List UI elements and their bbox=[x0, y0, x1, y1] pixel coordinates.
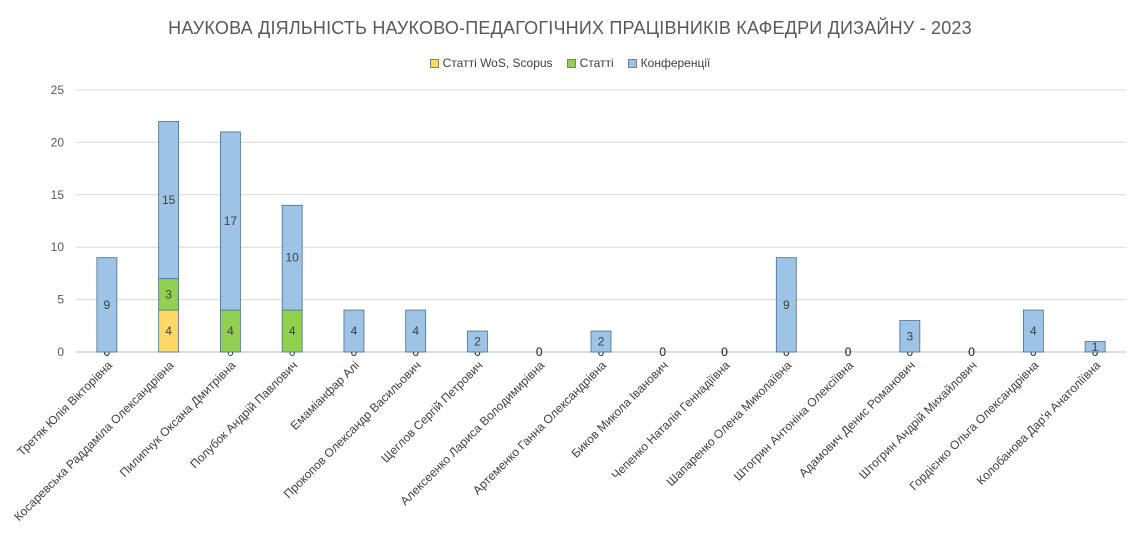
legend-swatch-wos-scopus bbox=[429, 58, 439, 68]
data-label: 0 bbox=[721, 345, 728, 359]
bar-segment bbox=[281, 204, 303, 311]
legend-item-conferences: Конференції bbox=[627, 56, 711, 70]
data-label: 4 bbox=[289, 324, 296, 338]
data-label: 0 bbox=[659, 345, 666, 359]
data-label: 4 bbox=[1030, 324, 1037, 338]
y-tick-label: 15 bbox=[51, 188, 65, 202]
data-label: 0 bbox=[721, 345, 728, 359]
legend-swatch-conferences bbox=[627, 58, 637, 68]
legend-label-wos-scopus: Статті WoS, Scopus bbox=[442, 56, 553, 70]
data-label: 1 bbox=[1092, 340, 1099, 354]
chart-title: НАУКОВА ДІЯЛЬНІСТЬ НАУКОВО-ПЕДАГОГІЧНИХ … bbox=[168, 18, 972, 38]
bar-segment bbox=[775, 257, 797, 353]
x-tick-label: Прокопов Олександр Васильович bbox=[281, 358, 424, 501]
data-label: 0 bbox=[968, 345, 975, 359]
data-label: 17 bbox=[224, 214, 238, 228]
x-tick-label: Колобанова Дар'я Анатоліївна bbox=[974, 358, 1104, 488]
data-label: 2 bbox=[474, 335, 481, 349]
data-label: 15 bbox=[162, 193, 176, 207]
legend-label-articles: Статті bbox=[579, 56, 614, 70]
bar-segment bbox=[1084, 341, 1106, 353]
legend-label-conferences: Конференції bbox=[640, 56, 711, 70]
bar-segment bbox=[220, 131, 241, 311]
data-label: 0 bbox=[845, 345, 852, 359]
bar-segment bbox=[467, 330, 488, 353]
data-label: 3 bbox=[906, 329, 913, 343]
legend-item-articles: Статті bbox=[566, 56, 614, 70]
data-label: 9 bbox=[104, 298, 111, 312]
data-label: 2 bbox=[598, 335, 605, 349]
x-tick-label: Артеменко Ганна Олександрівна bbox=[470, 358, 609, 497]
y-tick-label: 0 bbox=[57, 345, 64, 359]
data-label: 0 bbox=[845, 345, 852, 359]
legend-swatch-articles bbox=[566, 58, 576, 68]
y-tick-label: 10 bbox=[51, 240, 65, 254]
legend-item-wos-scopus: Статті WoS, Scopus bbox=[429, 56, 553, 70]
data-label: 4 bbox=[412, 324, 419, 338]
y-tick-label: 5 bbox=[57, 293, 64, 307]
data-label: 0 bbox=[968, 345, 975, 359]
x-tick-label: Гордієнко Ольга Олександрівна bbox=[907, 358, 1042, 493]
data-label: 0 bbox=[659, 345, 666, 359]
data-label: 0 bbox=[968, 345, 975, 359]
data-label: 4 bbox=[351, 324, 358, 338]
x-tick-label: Шапаренко Олена Миколаївна bbox=[664, 358, 795, 489]
bar-segment bbox=[405, 309, 427, 353]
data-label: 0 bbox=[536, 345, 543, 359]
data-label: 4 bbox=[165, 324, 172, 338]
y-tick-label: 20 bbox=[51, 135, 65, 149]
data-label: 4 bbox=[227, 324, 234, 338]
x-tick-label: Адамович Денис Романович bbox=[796, 358, 918, 480]
data-label: 10 bbox=[285, 251, 299, 265]
chart-legend: Статті WoS, Scopus Статті Конференції bbox=[0, 56, 1140, 70]
data-label: 0 bbox=[536, 345, 543, 359]
x-tick-label: Полубок Андрій Павлович bbox=[187, 358, 300, 471]
x-tick-label: Пилипчук Оксана Дмитрівна bbox=[117, 358, 239, 480]
data-label: 0 bbox=[659, 345, 666, 359]
bar-segment bbox=[1022, 309, 1044, 353]
bar-segment bbox=[158, 121, 180, 280]
bar-segment bbox=[343, 309, 365, 353]
y-tick-label: 25 bbox=[51, 83, 65, 97]
x-tick-label: Штогрин Антоніна Олексіївна bbox=[731, 358, 857, 484]
data-label: 0 bbox=[536, 345, 543, 359]
x-tick-label: Щеглов Сергій Петрович bbox=[378, 358, 485, 465]
data-label: 9 bbox=[783, 298, 790, 312]
bar-segment bbox=[96, 257, 118, 353]
data-label: 0 bbox=[845, 345, 852, 359]
x-tick-label: Чепенко Наталія Геннадіївна bbox=[609, 358, 733, 482]
bar-segment bbox=[899, 320, 921, 353]
bar-segment bbox=[590, 330, 612, 353]
data-label: 0 bbox=[721, 345, 728, 359]
data-label: 3 bbox=[165, 287, 172, 301]
x-tick-label: Штогрин Андрій Михайлович bbox=[856, 358, 980, 482]
